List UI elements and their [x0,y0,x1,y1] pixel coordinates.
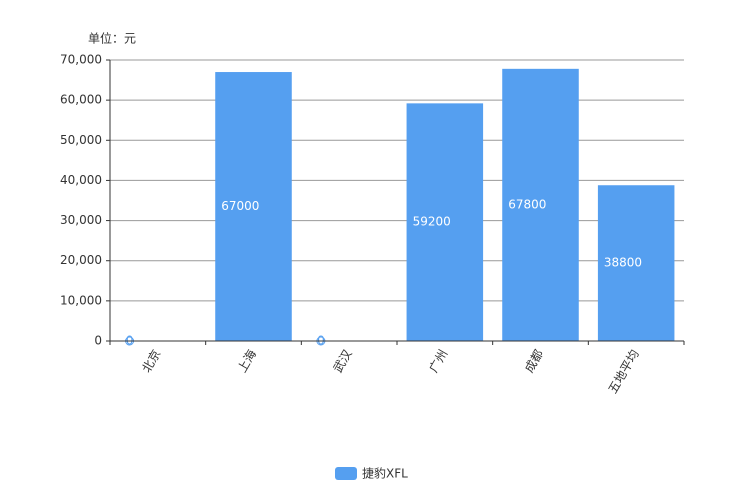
y-tick-label: 60,000 [60,93,102,107]
y-tick-label: 70,000 [60,53,102,67]
unit-label: 单位：元 [88,31,136,46]
bar [406,103,484,342]
legend-label: 捷豹XFL [362,466,408,481]
value-label: 59200 [413,215,451,229]
x-tick-label: 上海 [234,347,259,375]
y-tick-label: 10,000 [60,293,102,307]
y-tick-label: 0 [94,334,102,348]
y-tick-label: 20,000 [60,253,102,267]
x-tick-label: 广州 [426,347,450,375]
x-tick-label: 五地平均 [606,347,642,396]
x-tick-label: 武汉 [331,347,355,375]
value-label: 67000 [221,199,259,213]
bar [502,68,579,342]
value-label: 38800 [604,256,642,270]
x-tick-label: 成都 [522,347,546,375]
value-label: 67800 [508,197,546,211]
y-tick-label: 40,000 [60,173,102,187]
bar [597,185,675,341]
legend-swatch [335,467,357,480]
y-tick-label: 50,000 [60,133,102,147]
x-tick-label: 北京 [139,347,163,375]
bar [215,72,292,342]
y-tick-label: 30,000 [60,213,102,227]
